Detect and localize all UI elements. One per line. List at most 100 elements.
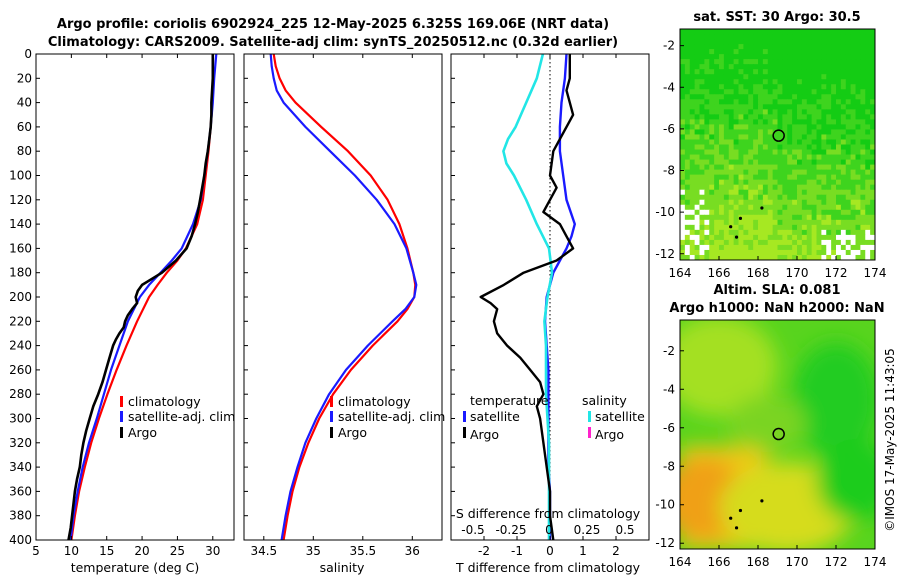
sst-cell: [831, 254, 837, 260]
sst-cell: [870, 29, 875, 35]
sst-cell: [826, 129, 832, 136]
sst-cell: [840, 249, 847, 256]
sst-cell: [865, 129, 871, 136]
sst-cell: [699, 234, 705, 241]
sst-cell: [787, 249, 793, 256]
sst-cell: [748, 159, 754, 166]
difference-panel: -2 -1 0 1 2-0.5 -0.25 0 0.25 0.5: [450, 53, 650, 558]
sst-cell: [787, 144, 793, 151]
sst-cell: [850, 189, 857, 196]
sst-cell: [782, 249, 788, 256]
sst-cell: [689, 144, 696, 151]
sst-cell: [772, 229, 779, 236]
sst-cell: [684, 234, 691, 241]
sst-cell: [753, 69, 759, 75]
sst-cell: [840, 154, 847, 161]
sst-cell: [709, 164, 715, 171]
sst-cell: [870, 134, 875, 141]
sst-cell: [845, 44, 852, 50]
temperature-series-line: [69, 54, 218, 540]
sst-cell: [782, 89, 788, 95]
x-tick-label: 30: [205, 544, 220, 558]
sst-cell: [719, 254, 725, 260]
sst-cell: [860, 189, 866, 196]
sst-cell: [831, 104, 837, 110]
sst-cell: [738, 199, 744, 206]
sst-cell: [738, 174, 744, 181]
sst-cell: [767, 154, 774, 161]
sst-cell: [860, 129, 866, 136]
sst-cell: [748, 244, 754, 251]
sst-cell: [762, 134, 769, 141]
sst-cell: [758, 139, 764, 146]
sst-cell: [826, 49, 832, 55]
temperature-series-line: [67, 54, 215, 540]
sst-cell: [860, 164, 866, 171]
sst-cell: [680, 244, 686, 251]
sst-cell: [787, 44, 793, 50]
sst-cell: [748, 129, 754, 136]
sst-cell: [738, 84, 744, 90]
sst-cell: [845, 254, 852, 260]
y-tick-label: 40: [17, 96, 32, 110]
sst-cell: [831, 129, 837, 136]
sst-cell: [870, 254, 875, 260]
sst-cell: [767, 224, 774, 231]
sst-cell: [762, 254, 769, 260]
sst-cell: [831, 79, 837, 85]
sst-cell: [850, 34, 857, 40]
sst-cell: [836, 129, 842, 136]
sst-cell: [767, 44, 774, 50]
sst-cell: [865, 64, 871, 70]
sst-cell: [777, 129, 783, 136]
sst-cell: [845, 249, 852, 256]
sst-cell: [782, 144, 788, 151]
sst-cell: [845, 139, 852, 146]
sst-cell: [733, 114, 740, 120]
sst-cell: [816, 59, 822, 65]
sst-cell: [777, 149, 783, 156]
sst-cell: [684, 29, 691, 35]
sst-cell: [753, 149, 759, 156]
sst-cell: [694, 194, 701, 201]
sst-cell: [719, 29, 725, 35]
x-tick-label: 1: [579, 544, 587, 558]
sst-cell: [680, 254, 686, 260]
sst-cell: [840, 89, 847, 95]
sst-cell: [680, 174, 686, 181]
sst-cell: [821, 174, 827, 181]
sst-cell: [787, 84, 793, 90]
x-tick-label: 20: [134, 544, 149, 558]
sst-cell: [758, 209, 764, 216]
sst-cell: [743, 164, 749, 171]
sst-cell: [821, 104, 827, 110]
sst-cell: [816, 89, 822, 95]
legend-label: climatology: [338, 394, 411, 409]
s-tick-label: -0.25: [495, 523, 526, 537]
sst-cell: [792, 229, 798, 236]
sst-cell: [826, 144, 832, 151]
sst-cell: [787, 194, 793, 201]
sst-cell: [860, 249, 866, 256]
sst-cell: [806, 239, 813, 246]
sst-cell: [855, 134, 861, 141]
sst-cell: [680, 169, 686, 176]
sst-cell: [758, 219, 764, 226]
sst-cell: [806, 114, 813, 120]
sst-cell: [748, 114, 754, 120]
sst-cell: [860, 149, 866, 156]
sst-cell: [767, 159, 774, 166]
sst-cell: [870, 114, 875, 120]
sst-cell: [845, 69, 852, 75]
sst-cell: [699, 184, 705, 191]
sst-cell: [870, 234, 875, 241]
sst-cell: [767, 89, 774, 95]
sst-cell: [831, 119, 837, 126]
sst-cell: [689, 94, 696, 100]
sst-cell: [811, 214, 818, 221]
sst-cell: [748, 254, 754, 260]
sst-cell: [865, 159, 871, 166]
sst-cell: [860, 44, 866, 50]
sst-cell: [821, 214, 827, 221]
sst-cell: [699, 59, 705, 65]
